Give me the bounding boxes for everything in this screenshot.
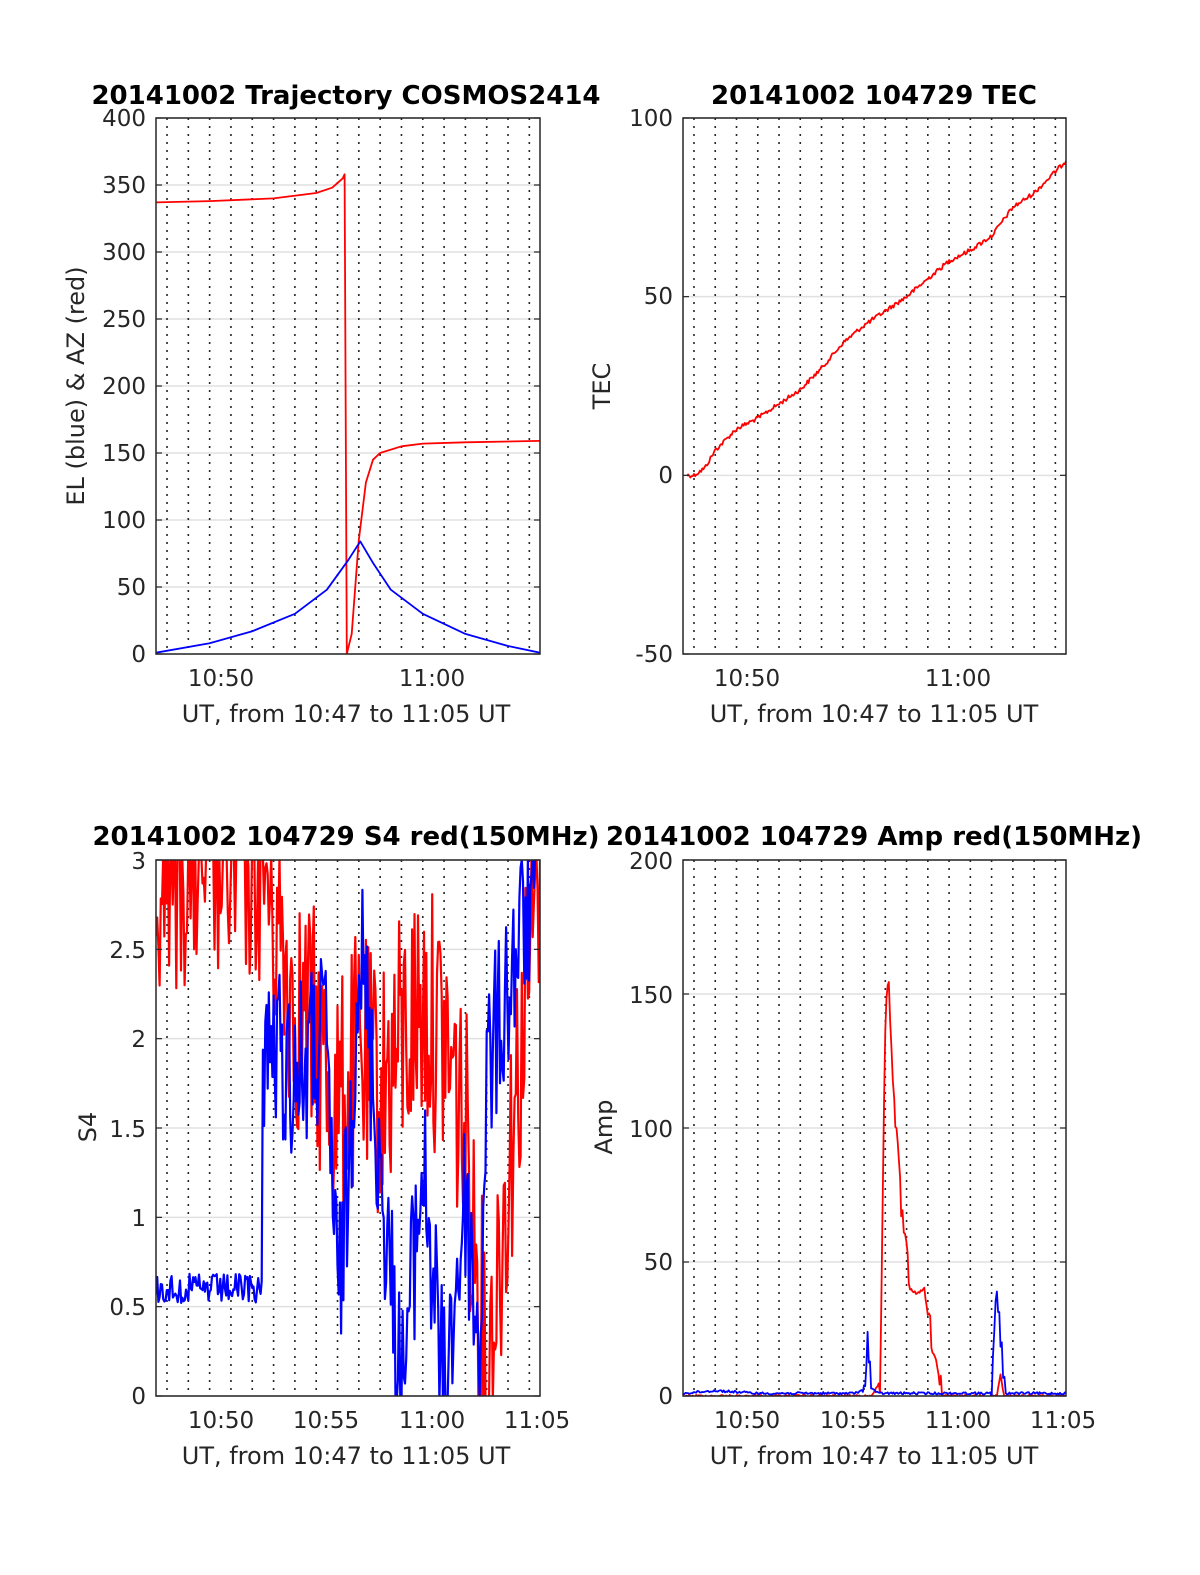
x-tick-label: 11:05 <box>504 1408 570 1434</box>
y-tick-label: 200 <box>102 374 146 400</box>
panel-trajectory: 20141002 Trajectory COSMOS2414 UT, from … <box>62 81 601 728</box>
trajectory-title: 20141002 Trajectory COSMOS2414 <box>91 81 600 111</box>
y-tick-label: 250 <box>102 307 146 333</box>
y-tick-label: 0 <box>658 463 673 489</box>
trajectory-ylabel: EL (blue) & AZ (red) <box>62 266 90 505</box>
x-tick-label: 10:50 <box>188 666 254 692</box>
y-tick-label: 0.5 <box>109 1295 146 1321</box>
s4-title: 20141002 104729 S4 red(150MHz) <box>92 822 599 852</box>
series-line-blue <box>156 540 540 654</box>
y-tick-label: 400 <box>102 106 146 132</box>
x-tick-label: 11:00 <box>925 1408 991 1434</box>
y-tick-label: 100 <box>102 508 146 534</box>
y-tick-label: 0 <box>131 642 146 668</box>
tec-ylabel: TEC <box>588 363 616 411</box>
tec-y-tick-labels: -50 0 50 100 <box>629 106 673 668</box>
y-tick-label: 2 <box>131 1027 146 1053</box>
x-tick-label: 10:50 <box>714 1408 780 1434</box>
x-tick-label: 11:00 <box>399 1408 465 1434</box>
x-tick-label: 10:50 <box>188 1408 254 1434</box>
y-tick-label: 0 <box>658 1384 673 1410</box>
series-group <box>156 860 540 1396</box>
y-tick-label: 50 <box>117 575 146 601</box>
y-tick-label: -50 <box>635 642 673 668</box>
series-group <box>686 160 1066 479</box>
y-tick-label: 2.5 <box>109 938 146 964</box>
s4-x-tick-labels: 10:50 10:55 11:00 11:05 <box>188 1408 570 1434</box>
series-line-blue <box>156 860 540 1396</box>
y-tick-label: 150 <box>629 983 673 1009</box>
x-tick-label: 10:55 <box>820 1408 886 1434</box>
tec-plot-area <box>682 117 1067 655</box>
tec-title: 20141002 104729 TEC <box>711 81 1037 111</box>
trajectory-x-tick-labels: 10:50 11:00 <box>188 666 465 692</box>
s4-y-tick-labels: 0 0.5 1 1.5 2 2.5 3 <box>109 849 146 1410</box>
series-line-red <box>156 860 540 1396</box>
tec-x-tick-labels: 10:50 11:00 <box>714 666 991 692</box>
trajectory-plot-area <box>155 117 541 655</box>
y-tick-label: 350 <box>102 173 146 199</box>
x-tick-label: 10:55 <box>293 1408 359 1434</box>
x-tick-label: 11:00 <box>399 666 465 692</box>
panel-s4: 20141002 104729 S4 red(150MHz) UT, from … <box>74 822 600 1470</box>
amp-title: 20141002 104729 Amp red(150MHz) <box>606 822 1142 852</box>
amp-y-tick-labels: 0 50 100 150 200 <box>629 849 673 1410</box>
axes-frame <box>682 117 1067 655</box>
y-tick-label: 3 <box>131 849 146 875</box>
y-tick-label: 50 <box>644 1250 673 1276</box>
amp-ylabel: Amp <box>590 1099 618 1154</box>
series-line-red <box>686 160 1066 479</box>
series-group <box>156 173 540 654</box>
amp-plot-area <box>682 859 1067 1397</box>
amp-xlabel: UT, from 10:47 to 11:05 UT <box>710 1442 1039 1470</box>
series-line-blue <box>683 1290 1066 1396</box>
y-tick-label: 100 <box>629 1117 673 1143</box>
y-tick-label: 300 <box>102 240 146 266</box>
trajectory-y-tick-labels: 0 50 100 150 200 250 300 350 400 <box>102 106 146 668</box>
y-tick-label: 100 <box>629 106 673 132</box>
panel-tec: 20141002 104729 TEC UT, from 10:47 to 11… <box>588 81 1067 728</box>
series-line-red <box>156 173 540 654</box>
tec-xlabel: UT, from 10:47 to 11:05 UT <box>710 700 1039 728</box>
s4-plot-area <box>155 859 541 1397</box>
s4-xlabel: UT, from 10:47 to 11:05 UT <box>182 1442 511 1470</box>
y-tick-label: 1 <box>131 1206 146 1232</box>
panel-amp: 20141002 104729 Amp red(150MHz) UT, from… <box>590 822 1142 1470</box>
x-tick-label: 10:50 <box>714 666 780 692</box>
y-tick-label: 1.5 <box>109 1117 146 1143</box>
s4-ylabel: S4 <box>74 1112 102 1143</box>
x-tick-label: 11:05 <box>1030 1408 1096 1434</box>
trajectory-xlabel: UT, from 10:47 to 11:05 UT <box>182 700 511 728</box>
amp-x-tick-labels: 10:50 10:55 11:00 11:05 <box>714 1408 1096 1434</box>
y-tick-label: 200 <box>629 849 673 875</box>
y-tick-label: 150 <box>102 441 146 467</box>
x-tick-label: 11:00 <box>925 666 991 692</box>
y-tick-label: 0 <box>131 1384 146 1410</box>
y-tick-label: 50 <box>644 284 673 310</box>
